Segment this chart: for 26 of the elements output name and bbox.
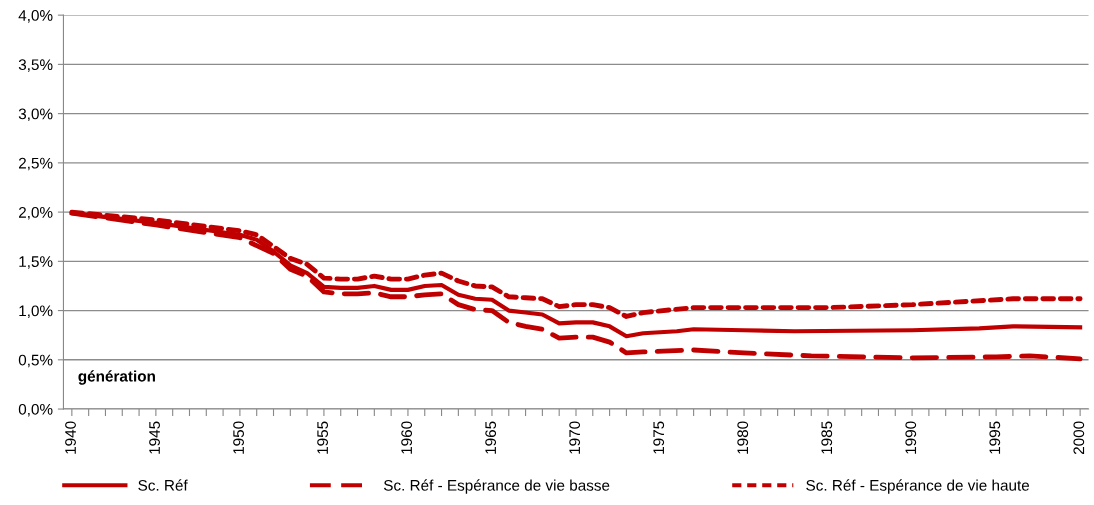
x-tick-label: 1955 [317,421,329,454]
x-tick-label: 1985 [821,421,833,454]
legend-label: Sc. Réf - Espérance de vie haute [806,479,1030,494]
x-tick-label: 1975 [653,421,665,454]
y-tick-label: 3,5% [18,59,53,72]
legend-label: Sc. Réf [138,479,188,491]
x-tick-label: 1960 [401,421,413,454]
x-tick-label: 1940 [65,421,76,454]
x-tick-label: 1970 [569,421,581,454]
x-tick-label: 1990 [905,421,917,454]
y-tick-label: 0,0% [18,403,53,417]
y-tick-label: 2,5% [18,157,53,171]
x-tick-label: 1945 [149,421,160,454]
x-tick-label: 1995 [989,421,1001,454]
y-tick-label: 2,0% [18,206,53,220]
y-tick-label: 1,5% [19,256,53,269]
x-tick-label: 1980 [737,421,749,454]
legend-label: Sc. Réf - Espérance de vie basse [383,479,610,494]
annotation: génération [78,370,155,385]
y-tick-label: 3,0% [18,108,53,122]
y-tick-label: 4,0% [18,10,53,23]
x-tick-label: 1950 [233,421,244,454]
y-tick-label: 1,0% [19,305,53,319]
x-tick-label: 2000 [1073,421,1085,455]
x-tick-label: 1965 [485,421,497,454]
y-tick-label: 0,5% [18,354,53,368]
